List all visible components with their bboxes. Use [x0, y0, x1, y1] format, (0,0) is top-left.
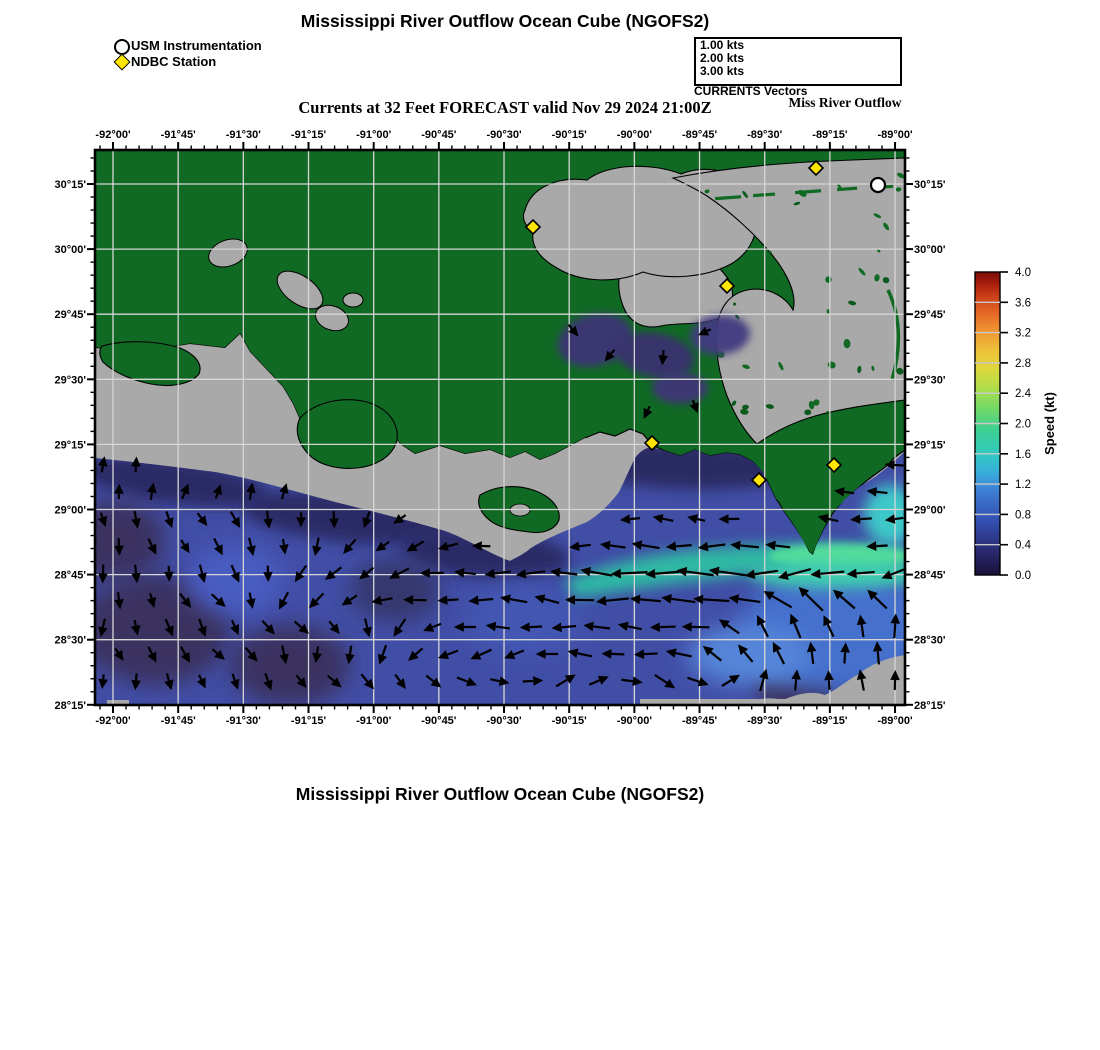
speed-colorbar: 4.0 3.6 3.2 2.8 2.4 2.0 1.6 1.2 0.8 0.4 0.0 Speed (… — [974, 267, 1057, 582]
ndbc-station-marker — [524, 218, 542, 236]
lon-tick-label: -89°30' — [747, 715, 783, 727]
vector-scale-3kt-label: 3.00 kts — [700, 64, 745, 78]
lon-tick-label: -90°30' — [486, 129, 522, 141]
colorbar-tick-label: 2.0 — [1015, 419, 1031, 431]
lon-tick-label: -92°00' — [95, 715, 131, 727]
ndbc-station-marker — [825, 456, 843, 474]
lon-tick-label: -89°15' — [812, 129, 848, 141]
lon-tick-label: -91°00' — [356, 715, 392, 727]
ndbc-station-marker — [807, 159, 825, 177]
page-title: Mississippi River Outflow Ocean Cube (NG… — [300, 11, 710, 31]
lon-tick-label: -91°45' — [161, 129, 197, 141]
lat-tick-label: 30°00' — [914, 244, 946, 256]
lat-tick-label: 29°45' — [55, 309, 87, 321]
lon-tick-label: -90°45' — [421, 129, 457, 141]
lat-tick-label: 28°15' — [914, 700, 946, 712]
lat-tick-label: 28°45' — [914, 570, 946, 582]
lon-tick-label: -89°00' — [877, 129, 913, 141]
vector-scale-1kt-label: 1.00 kts — [700, 38, 745, 52]
colorbar-tick-label: 0.4 — [1015, 540, 1032, 552]
lon-tick-label: -90°45' — [421, 715, 457, 727]
lon-tick-label: -91°00' — [356, 129, 392, 141]
lon-tick-label: -89°45' — [682, 129, 718, 141]
lat-tick-label: 29°00' — [914, 505, 946, 517]
lon-tick-label: -92°00' — [95, 129, 131, 141]
forecast-subtitle: Currents at 32 Feet FORECAST valid Nov 2… — [298, 98, 712, 117]
graticule — [95, 150, 905, 706]
colorbar-tick-label: 3.6 — [1015, 297, 1031, 309]
map-area: -92°00' -92°00' -91°45' -91°45' -91°30' -91°3… — [55, 129, 946, 727]
axis-ticks — [87, 142, 913, 713]
current-vectors — [97, 323, 907, 692]
lat-tick-label: 29°30' — [914, 374, 946, 386]
lon-tick-label: -90°15' — [552, 715, 588, 727]
legend-ndbc-label: NDBC Station — [131, 54, 217, 69]
lat-tick-label: 28°45' — [55, 570, 87, 582]
lon-tick-label: -90°30' — [486, 715, 522, 727]
lat-tick-label: 29°45' — [914, 309, 946, 321]
vector-scale-caption: CURRENTS Vectors — [694, 84, 808, 98]
vector-scale-2kt-label: 2.00 kts — [700, 51, 745, 65]
colorbar-tick-label: 1.6 — [1015, 449, 1031, 461]
stations — [524, 159, 887, 489]
colorbar-tick-label: 3.2 — [1015, 328, 1031, 340]
lon-tick-label: -89°15' — [812, 715, 848, 727]
lat-tick-label: 28°30' — [55, 635, 87, 647]
legend-usm-label: USM Instrumentation — [131, 38, 262, 53]
colorbar-tick-label: 4.0 — [1015, 267, 1031, 279]
lon-tick-label: -91°30' — [226, 715, 262, 727]
footer-title: Mississippi River Outflow Ocean Cube (NG… — [295, 784, 705, 804]
vector-scale-box — [694, 37, 902, 86]
lon-tick-label: -91°15' — [291, 715, 327, 727]
lat-tick-label: 29°15' — [914, 439, 946, 451]
usm-station-marker — [869, 176, 887, 194]
colorbar-tick-label: 2.4 — [1015, 388, 1032, 400]
lon-tick-label: -91°30' — [226, 129, 262, 141]
colorbar-tick-label: 0.0 — [1015, 570, 1031, 582]
lon-tick-label: -90°00' — [617, 715, 653, 727]
lat-tick-label: 30°15' — [914, 179, 946, 191]
colorbar-tick-label: 0.8 — [1015, 509, 1031, 521]
lake-pontchartrain — [522, 165, 758, 281]
lat-tick-label: 28°15' — [55, 700, 87, 712]
colorbar-tick-label: 2.8 — [1015, 358, 1031, 370]
lon-tick-label: -89°30' — [747, 129, 783, 141]
region-label: Miss River Outflow — [788, 95, 902, 110]
lat-tick-label: 29°15' — [55, 439, 87, 451]
lat-tick-label: 29°30' — [55, 374, 87, 386]
ndbc-station-marker — [643, 434, 661, 452]
lat-tick-label: 30°00' — [55, 244, 87, 256]
lon-tick-label: -91°45' — [161, 715, 197, 727]
colorbar-tick-label: 1.2 — [1015, 479, 1031, 491]
lat-tick-label: 28°30' — [914, 635, 946, 647]
ndbc-station-marker — [718, 277, 736, 295]
lon-tick-label: -90°00' — [617, 129, 653, 141]
ndbc-station-marker — [750, 471, 768, 489]
lat-tick-label: 29°00' — [55, 505, 87, 517]
lon-tick-label: -90°15' — [552, 129, 588, 141]
colorbar-axis-label: Speed (kt) — [1042, 392, 1057, 455]
lon-tick-label: -89°45' — [682, 715, 718, 727]
lat-tick-label: 30°15' — [55, 179, 87, 191]
lon-tick-label: -89°00' — [877, 715, 913, 727]
lon-tick-label: -91°15' — [291, 129, 327, 141]
